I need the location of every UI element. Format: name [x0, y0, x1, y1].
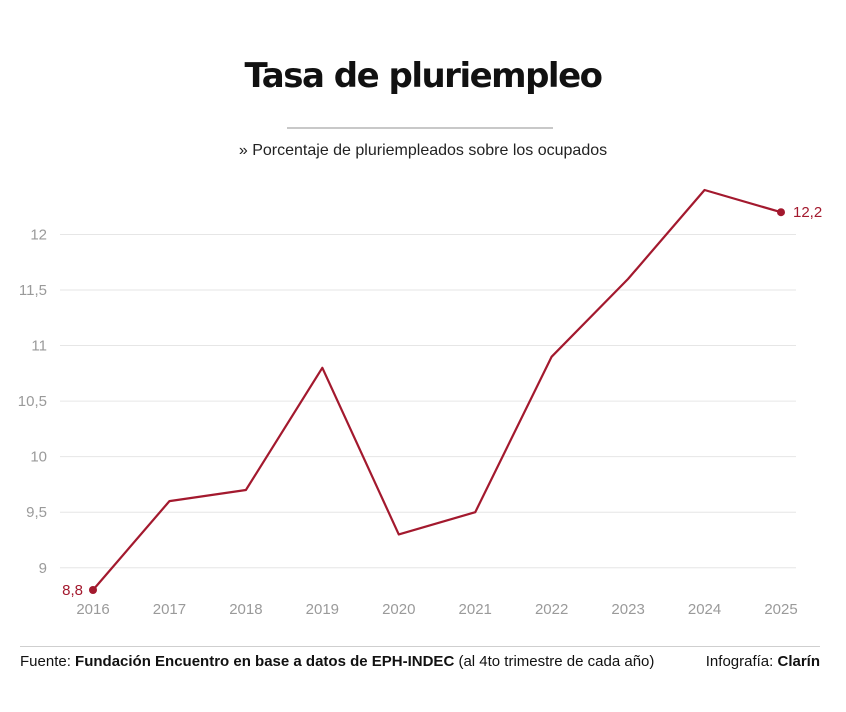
x-tick-label: 2025 — [764, 601, 797, 618]
y-axis-ticks: 9 9,5 10 10,5 11 11,5 12 — [18, 226, 47, 576]
series-line — [92, 188, 782, 591]
x-axis-ticks: 2016 2017 2018 2019 2020 2021 2022 2023 2024 2025 — [76, 601, 797, 618]
title-divider — [287, 127, 553, 129]
y-tick-label: 10,5 — [18, 393, 47, 410]
grid-lines — [60, 233, 796, 569]
x-tick-label: 2023 — [611, 601, 644, 618]
y-tick-label: 12 — [30, 226, 47, 243]
x-tick-label: 2018 — [229, 601, 262, 618]
footer-divider — [20, 646, 820, 647]
credit-note: Infografía: Clarín — [705, 653, 820, 670]
chart-subtitle: » Porcentaje de pluriempleados sobre los… — [238, 142, 608, 159]
data-labels: 8,8 12,2 — [62, 204, 822, 599]
end-point — [777, 208, 785, 217]
x-tick-label: 2022 — [535, 601, 568, 618]
footer: Fuente: Fundación Encuentro en base a da… — [20, 653, 820, 670]
series — [89, 188, 785, 594]
y-tick-label: 9,5 — [26, 504, 47, 521]
y-tick-label: 11,5 — [19, 282, 47, 299]
source-note: Fuente: Fundación Encuentro en base a da… — [20, 653, 655, 670]
end-value-label: 12,2 — [793, 204, 822, 221]
chart-title: Tasa de pluriempleo — [244, 56, 603, 96]
y-tick-label: 9 — [39, 560, 47, 577]
x-tick-label: 2016 — [76, 601, 109, 618]
x-tick-label: 2020 — [382, 601, 415, 618]
start-value-label: 8,8 — [62, 582, 83, 599]
x-tick-label: 2021 — [459, 601, 492, 618]
y-tick-label: 11 — [31, 338, 47, 355]
y-tick-label: 10 — [30, 449, 47, 466]
x-tick-label: 2024 — [688, 601, 721, 618]
x-tick-label: 2019 — [306, 601, 339, 618]
x-tick-label: 2017 — [153, 601, 186, 618]
start-point — [89, 586, 97, 594]
